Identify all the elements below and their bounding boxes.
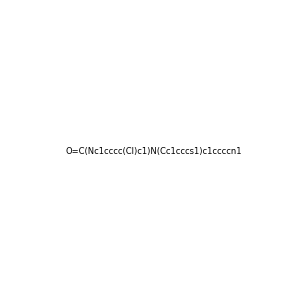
Text: O=C(Nc1cccc(Cl)c1)N(Cc1cccs1)c1ccccn1: O=C(Nc1cccc(Cl)c1)N(Cc1cccs1)c1ccccn1 [65, 147, 242, 156]
